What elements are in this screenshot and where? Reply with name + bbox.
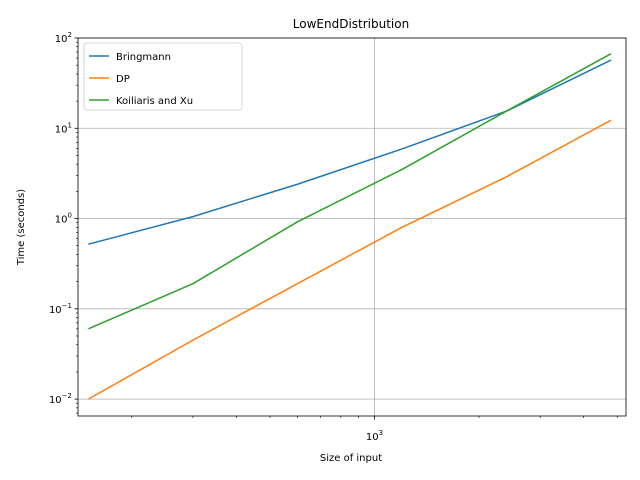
x-tick-label-base: 10 (366, 432, 379, 443)
y-tick-label: 10−1 (49, 302, 72, 316)
y-tick-label-base: 10 (55, 34, 68, 45)
y-tick-label: 100 (55, 212, 72, 226)
legend-label-bringmann: Bringmann (116, 52, 171, 63)
plot-area-frame (77, 37, 627, 417)
y-tick-label-base: 10 (49, 305, 62, 316)
y-tick-label: 10−2 (49, 392, 72, 406)
y-tick-label-exponent: 1 (68, 121, 72, 129)
y-tick-label-base: 10 (55, 124, 68, 135)
y-tick-label: 102 (55, 31, 72, 45)
y-tick-label-base: 10 (55, 215, 68, 226)
x-tick-label-exponent: 3 (379, 429, 383, 437)
grid-lines (78, 37, 626, 416)
series-line-bringmann (88, 59, 612, 245)
legend: Bringmann DP Koiliaris and Xu (83, 42, 243, 111)
y-tick-label-base: 10 (49, 395, 62, 406)
series-line-dp (88, 119, 612, 400)
x-tick-label: 103 (366, 429, 383, 443)
y-tick-label-exponent: 0 (68, 212, 72, 220)
series-lines (88, 53, 612, 400)
legend-box (83, 42, 243, 111)
x-axis-title: Size of input (320, 453, 382, 464)
legend-label-koiliaris-and-xu: Koiliaris and Xu (116, 96, 193, 107)
y-tick-label-exponent: −2 (62, 392, 72, 400)
chart-title: LowEndDistribution (293, 17, 409, 31)
series-line-koiliaris-and-xu (88, 53, 612, 330)
y-tick-label-exponent: −1 (62, 302, 72, 310)
y-axis-title: Time (seconds) (16, 189, 27, 266)
y-tick-label-exponent: 2 (68, 31, 72, 39)
y-tick-label: 101 (55, 121, 72, 135)
legend-label-dp: DP (116, 74, 130, 85)
